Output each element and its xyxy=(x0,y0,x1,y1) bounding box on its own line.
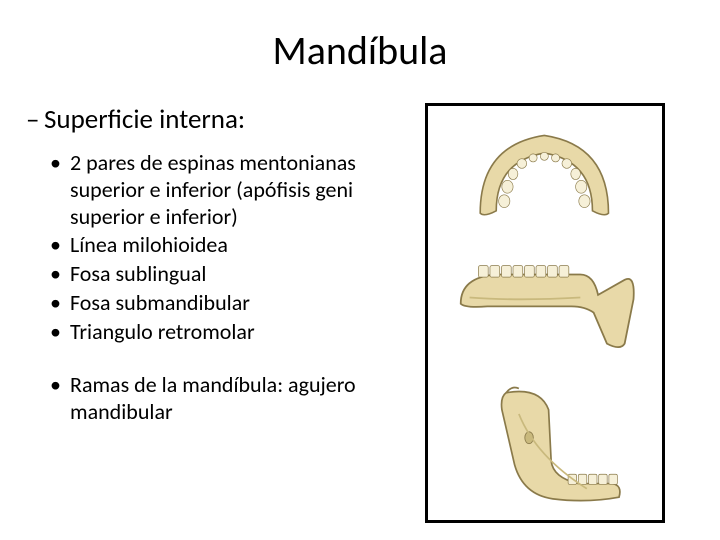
content-row: –Superficie interna: 2 pares de espinas … xyxy=(30,103,690,523)
bullet-group-b: Ramas de la mandíbula: agujero mandibula… xyxy=(30,372,392,426)
bullet-item: Línea milohioidea xyxy=(70,232,392,259)
mandible-superior-view-image xyxy=(434,112,656,235)
image-frame xyxy=(425,103,665,523)
mandible-lateral-icon xyxy=(445,255,645,352)
subheading-text: Superficie interna: xyxy=(44,103,245,136)
dash-bullet: – xyxy=(26,103,44,136)
mandible-medial-icon xyxy=(450,380,639,507)
bullet-item: Ramas de la mandíbula: agujero mandibula… xyxy=(70,372,392,426)
subheading: –Superficie interna: xyxy=(26,103,392,136)
text-column: –Superficie interna: 2 pares de espinas … xyxy=(30,103,400,523)
bullet-group-a: 2 pares de espinas mentonianas superior … xyxy=(30,150,392,346)
bullet-item: Fosa sublingual xyxy=(70,261,392,288)
spacer xyxy=(30,348,392,372)
image-column xyxy=(400,103,690,523)
mandible-medial-view-image xyxy=(434,372,656,514)
bullet-item: Fosa submandibular xyxy=(70,290,392,317)
bullet-item: Triangulo retromolar xyxy=(70,319,392,346)
mandible-lateral-view-image xyxy=(434,243,656,365)
mandible-arch-icon xyxy=(450,121,639,225)
page-title: Mandíbula xyxy=(30,26,690,75)
bullet-item: 2 pares de espinas mentonianas superior … xyxy=(70,150,392,230)
slide: Mandíbula –Superficie interna: 2 pares d… xyxy=(0,0,720,540)
